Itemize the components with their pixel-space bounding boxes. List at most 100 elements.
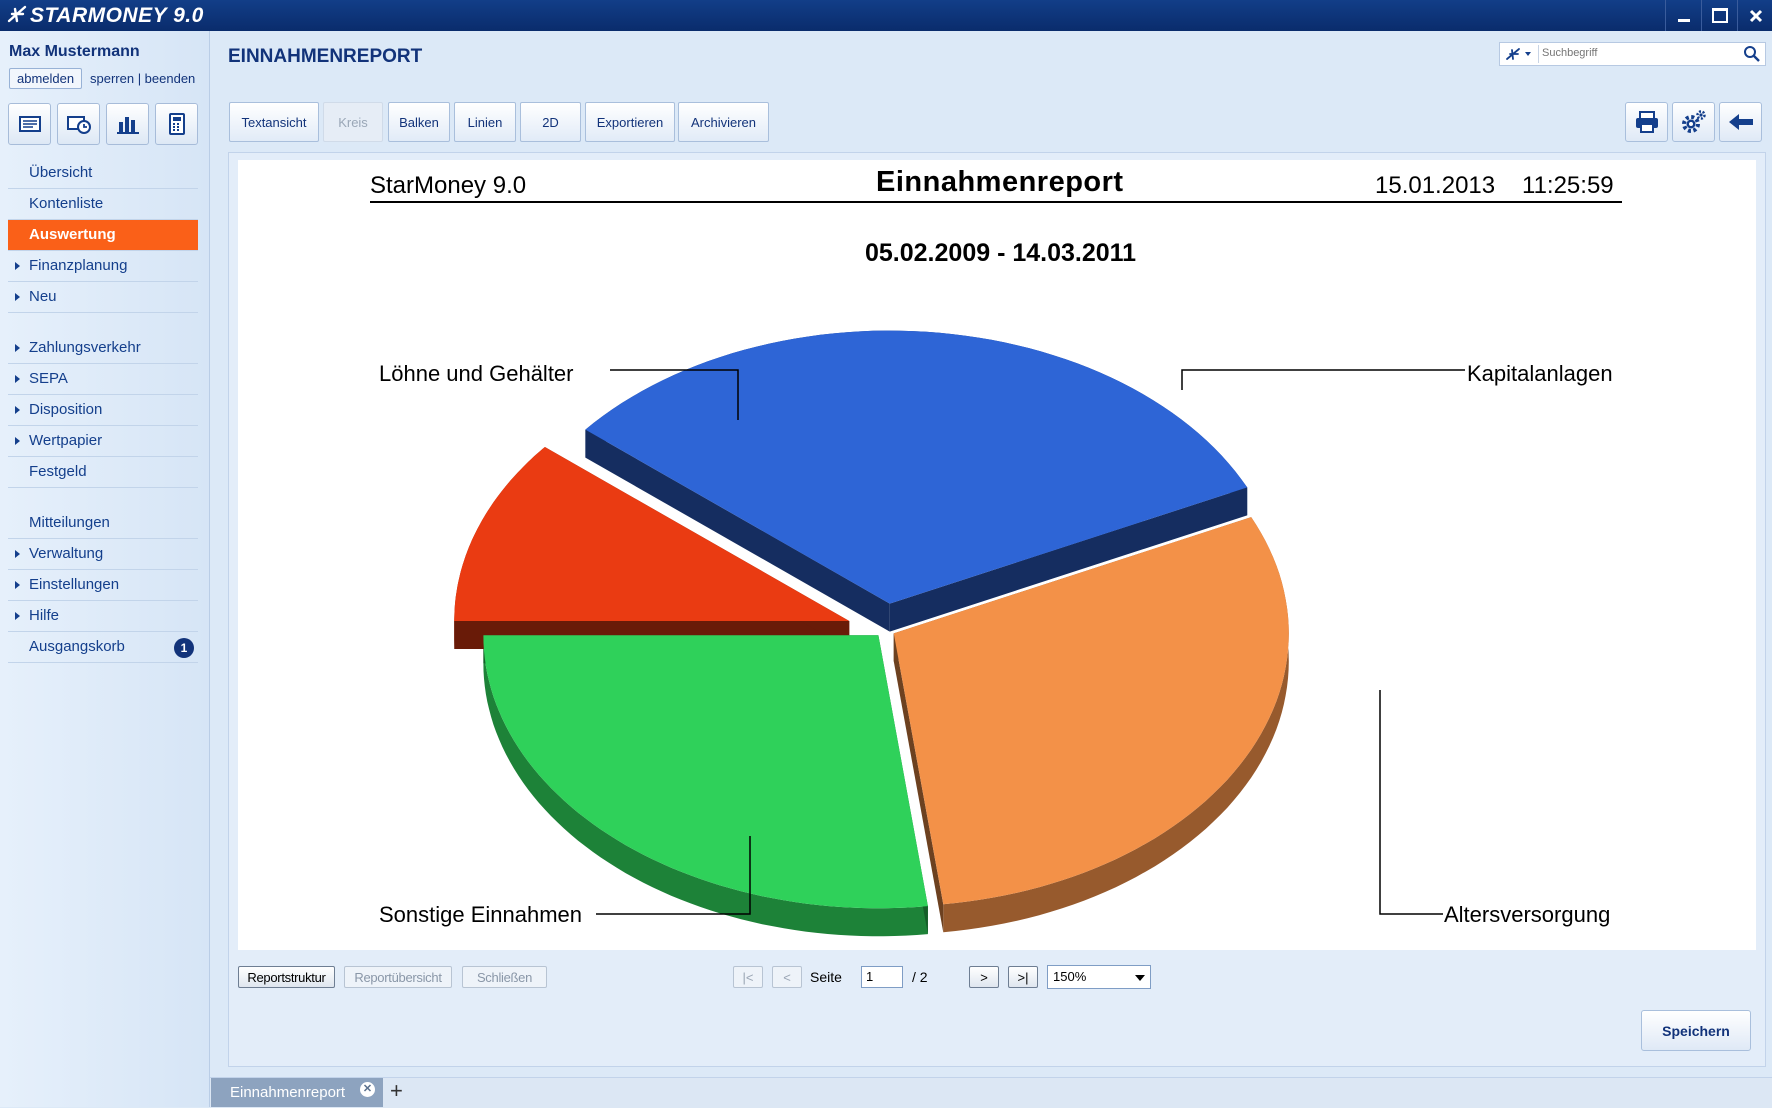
- pie-label-kapitalanlagen: Kapitalanlagen: [1467, 361, 1613, 386]
- sidebar-item-zahlungsverkehr[interactable]: Zahlungsverkehr: [8, 333, 198, 364]
- sidebar-item-label: Hilfe: [29, 607, 60, 624]
- search-icon[interactable]: [1743, 45, 1761, 63]
- lock-exit-links[interactable]: sperren | beenden: [90, 71, 196, 86]
- chevron-down-icon: [1135, 975, 1145, 981]
- search-box: [1499, 42, 1766, 66]
- calculator-quick-button[interactable]: [155, 103, 198, 145]
- back-button[interactable]: [1719, 102, 1762, 142]
- next-page-button[interactable]: >: [969, 966, 999, 988]
- sidebar-item-label: Verwaltung: [29, 545, 104, 562]
- sidebar-item-finanzplanung[interactable]: Finanzplanung: [8, 251, 198, 282]
- sidebar-item-kontenliste[interactable]: Kontenliste: [8, 189, 198, 220]
- accounts-icon: [18, 116, 41, 132]
- archive-button[interactable]: Archivieren: [678, 102, 769, 142]
- last-page-button[interactable]: >|: [1008, 966, 1038, 988]
- settings-button[interactable]: [1672, 102, 1715, 142]
- title-bar: STARMONEY 9.0: [0, 0, 1772, 31]
- pie-slice-1[interactable]: [454, 447, 850, 621]
- pie-slice-3[interactable]: [893, 517, 1289, 905]
- sidebar-nav: Übersicht Kontenliste Auswertung Finanzp…: [8, 158, 198, 663]
- close-icon: [1749, 9, 1763, 22]
- pie-view-button[interactable]: Kreis: [323, 102, 383, 142]
- transfer-icon: [66, 116, 91, 134]
- minimize-icon: [1678, 19, 1690, 22]
- prev-page-button[interactable]: <: [772, 966, 802, 988]
- save-button[interactable]: Speichern: [1641, 1010, 1751, 1051]
- tab-close-icon[interactable]: ✕: [360, 1082, 375, 1097]
- search-filter-dropdown[interactable]: [1502, 45, 1539, 63]
- minimize-button[interactable]: [1665, 0, 1702, 31]
- outbox-count-badge: 1: [174, 638, 194, 658]
- analysis-quick-button[interactable]: [106, 103, 149, 145]
- app-title: STARMONEY 9.0: [30, 4, 204, 27]
- sidebar-item-label: Ausgangskorb: [29, 638, 125, 655]
- sidebar-item-label: SEPA: [29, 370, 68, 387]
- sidebar: Max Mustermann abmelden sperren | beende…: [0, 31, 210, 1107]
- sidebar-item-festgeld[interactable]: Festgeld: [8, 457, 198, 488]
- user-name: Max Mustermann: [9, 43, 140, 60]
- sidebar-item-einstellungen[interactable]: Einstellungen: [8, 570, 198, 601]
- sidebar-item-label: Zahlungsverkehr: [29, 339, 141, 356]
- 2d-toggle-button[interactable]: 2D: [520, 102, 581, 142]
- expand-arrow-icon: [15, 406, 20, 414]
- bar-view-button[interactable]: Balken: [388, 102, 450, 142]
- sidebar-item-wertpapier[interactable]: Wertpapier: [8, 426, 198, 457]
- expand-arrow-icon: [15, 344, 20, 352]
- sidebar-item-mitteilungen[interactable]: Mitteilungen: [8, 508, 198, 539]
- accounts-quick-button[interactable]: [8, 103, 51, 145]
- sidebar-item-label: Übersicht: [29, 164, 93, 181]
- sidebar-item-label: Finanzplanung: [29, 257, 128, 274]
- page-number-input[interactable]: 1: [861, 966, 903, 988]
- expand-arrow-icon: [15, 437, 20, 445]
- sidebar-item-disposition[interactable]: Disposition: [8, 395, 198, 426]
- report-overview-button[interactable]: Reportübersicht: [344, 966, 452, 988]
- sidebar-item-label: Kontenliste: [29, 195, 104, 212]
- print-button[interactable]: [1625, 102, 1668, 142]
- zoom-select[interactable]: 150%: [1047, 965, 1151, 989]
- calculator-icon: [168, 113, 185, 135]
- sidebar-item-neu[interactable]: Neu: [8, 282, 198, 313]
- settings-icon: [1681, 110, 1706, 133]
- transfer-quick-button[interactable]: [57, 103, 100, 145]
- close-report-button[interactable]: Schließen: [462, 966, 547, 988]
- report-time: 11:25:59: [1522, 172, 1614, 199]
- print-icon: [1635, 111, 1658, 133]
- pie-slice-2[interactable]: [585, 330, 1248, 604]
- maximize-button[interactable]: [1701, 0, 1738, 31]
- pie-slice-0[interactable]: [483, 635, 928, 909]
- sidebar-item-hilfe[interactable]: Hilfe: [8, 601, 198, 632]
- expand-arrow-icon: [15, 375, 20, 383]
- sidebar-item-label: Disposition: [29, 401, 103, 418]
- sidebar-item-auswertung[interactable]: Auswertung: [8, 220, 198, 251]
- pie-label-loehne: Löhne und Gehälter: [379, 361, 574, 386]
- report-title: Einnahmenreport: [876, 166, 1124, 198]
- expand-arrow-icon: [15, 612, 20, 620]
- pie-leader-line-2: [1379, 690, 1443, 915]
- add-tab-icon[interactable]: +: [390, 1078, 403, 1103]
- search-input[interactable]: [1542, 45, 1732, 61]
- pie-label-altersversorgung: Altersversorgung: [1444, 902, 1611, 927]
- chart-icon: [116, 117, 139, 134]
- back-arrow-icon: [1728, 114, 1753, 130]
- sidebar-item-label: Einstellungen: [29, 576, 120, 593]
- zoom-value: 150%: [1053, 969, 1087, 984]
- export-button[interactable]: Exportieren: [585, 102, 675, 142]
- sidebar-item-label: Festgeld: [29, 463, 87, 480]
- close-button[interactable]: [1737, 0, 1772, 31]
- pie-leader-line-0: [610, 369, 739, 420]
- expand-arrow-icon: [15, 293, 20, 301]
- first-page-button[interactable]: |<: [733, 966, 763, 988]
- sidebar-item-uebersicht[interactable]: Übersicht: [8, 158, 198, 189]
- report-date: 15.01.2013: [1375, 172, 1496, 199]
- tab-einnahmenreport[interactable]: Einnahmenreport: [211, 1078, 383, 1107]
- sidebar-item-label: Neu: [29, 288, 57, 305]
- tab-bar: [210, 1077, 1772, 1108]
- sidebar-item-verwaltung[interactable]: Verwaltung: [8, 539, 198, 570]
- logout-button[interactable]: abmelden: [9, 68, 83, 89]
- sidebar-item-ausgangskorb[interactable]: Ausgangskorb 1: [8, 632, 198, 663]
- sidebar-item-sepa[interactable]: SEPA: [8, 364, 198, 395]
- line-view-button[interactable]: Linien: [454, 102, 516, 142]
- text-view-button[interactable]: Textansicht: [229, 102, 319, 142]
- report-structure-button[interactable]: Reportstruktur: [238, 966, 335, 988]
